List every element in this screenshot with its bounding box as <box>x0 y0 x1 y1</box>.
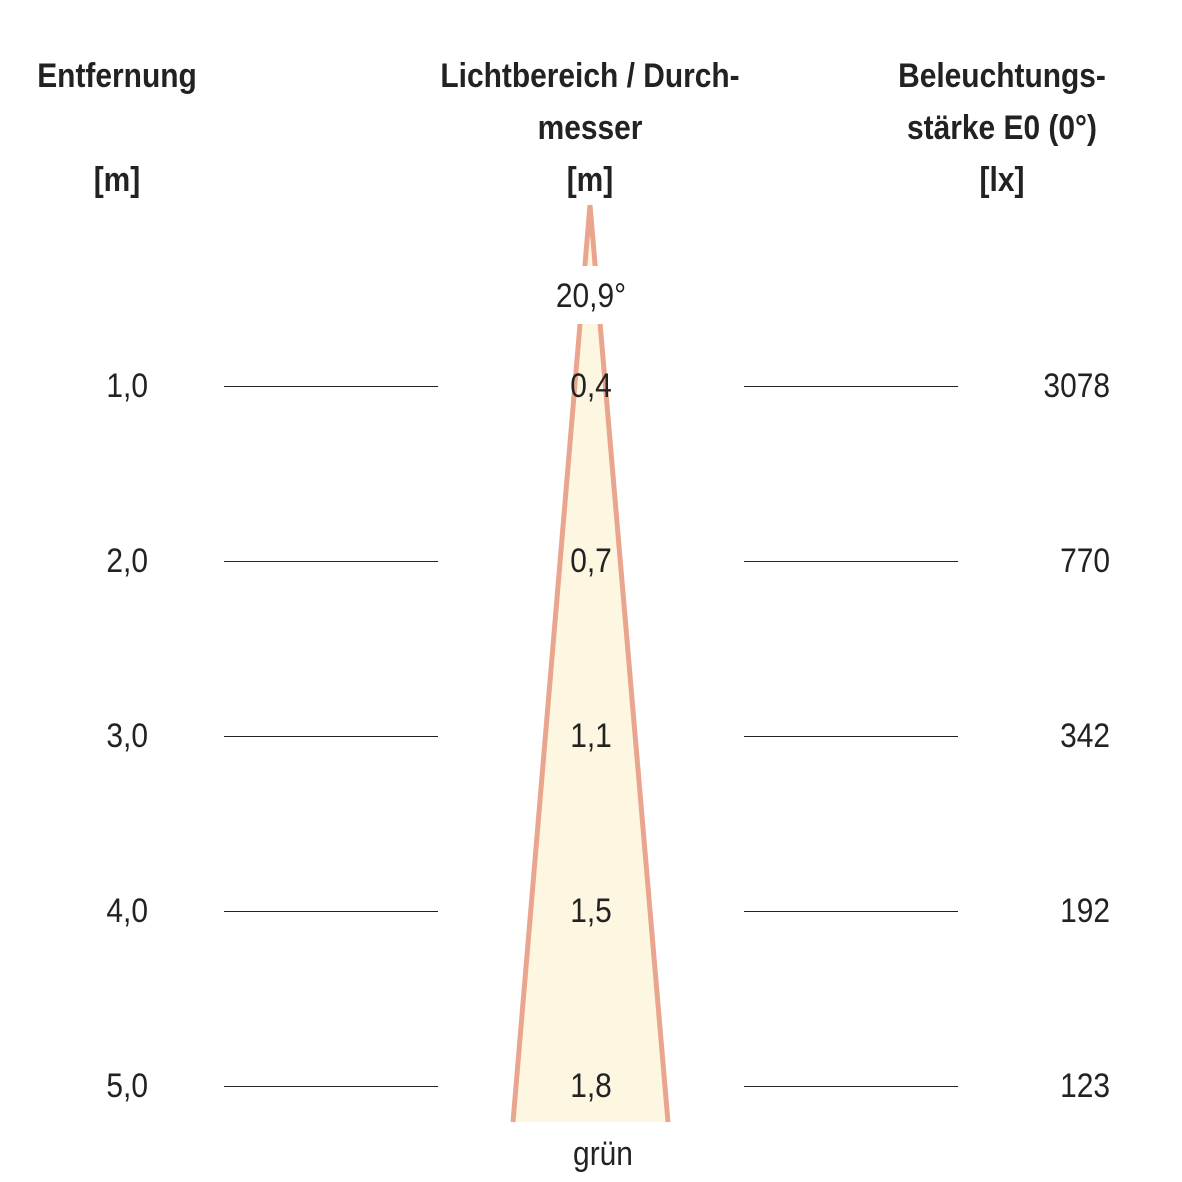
row-rule-left <box>224 561 438 562</box>
distance-value: 2,0 <box>106 542 148 580</box>
row-rule-right <box>744 386 958 387</box>
diameter-value: 1,8 <box>570 1067 612 1105</box>
row-rule-left <box>224 1086 438 1087</box>
diameter-value: 0,7 <box>570 542 612 580</box>
beam-header-line-2: messer <box>537 109 643 147</box>
row-rule-left <box>224 911 438 912</box>
illuminance-header-line-3: [lx] <box>979 161 1025 199</box>
row-rule-left <box>224 386 438 387</box>
illuminance-header-line-2: stärke E0 (0°) <box>907 109 1097 147</box>
distance-header: Entfernung [m] <box>29 50 205 206</box>
row-rule-right <box>744 1086 958 1087</box>
illuminance-value: 770 <box>1060 542 1110 580</box>
beam-cone-fill <box>513 205 668 1122</box>
distance-header-line-3: [m] <box>93 161 141 199</box>
illuminance-value: 342 <box>1060 717 1110 755</box>
distance-value: 4,0 <box>106 892 148 930</box>
distance-header-line-1: Entfernung <box>37 57 197 95</box>
distance-header-line-2 <box>29 102 205 154</box>
beam-header: Lichtbereich / Durch- messer [m] <box>414 50 766 206</box>
beam-cone-right-edge <box>587 204 671 1123</box>
beam-header-line-1: Lichtbereich / Durch- <box>440 57 740 95</box>
distance-value: 3,0 <box>106 717 148 755</box>
diameter-value: 1,1 <box>570 717 612 755</box>
light-colour-label: grün <box>573 1135 633 1173</box>
illuminance-value: 192 <box>1060 892 1110 930</box>
diameter-value: 0,4 <box>570 367 612 405</box>
illuminance-value: 123 <box>1060 1067 1110 1105</box>
illuminance-value: 3078 <box>1043 367 1110 405</box>
beam-cone-left-edge <box>510 204 593 1123</box>
illuminance-header-line-1: Beleuchtungs- <box>898 57 1106 95</box>
beam-angle-label: 20,9° <box>555 277 627 315</box>
distance-value: 1,0 <box>106 367 148 405</box>
row-rule-right <box>744 911 958 912</box>
beam-angle-label-background <box>530 266 652 324</box>
illuminance-header: Beleuchtungs- stärke E0 (0°) [lx] <box>870 50 1134 206</box>
beam-header-line-3: [m] <box>566 161 614 199</box>
row-rule-left <box>224 736 438 737</box>
row-rule-right <box>744 561 958 562</box>
distance-value: 5,0 <box>106 1067 148 1105</box>
row-rule-right <box>744 736 958 737</box>
diameter-value: 1,5 <box>570 892 612 930</box>
